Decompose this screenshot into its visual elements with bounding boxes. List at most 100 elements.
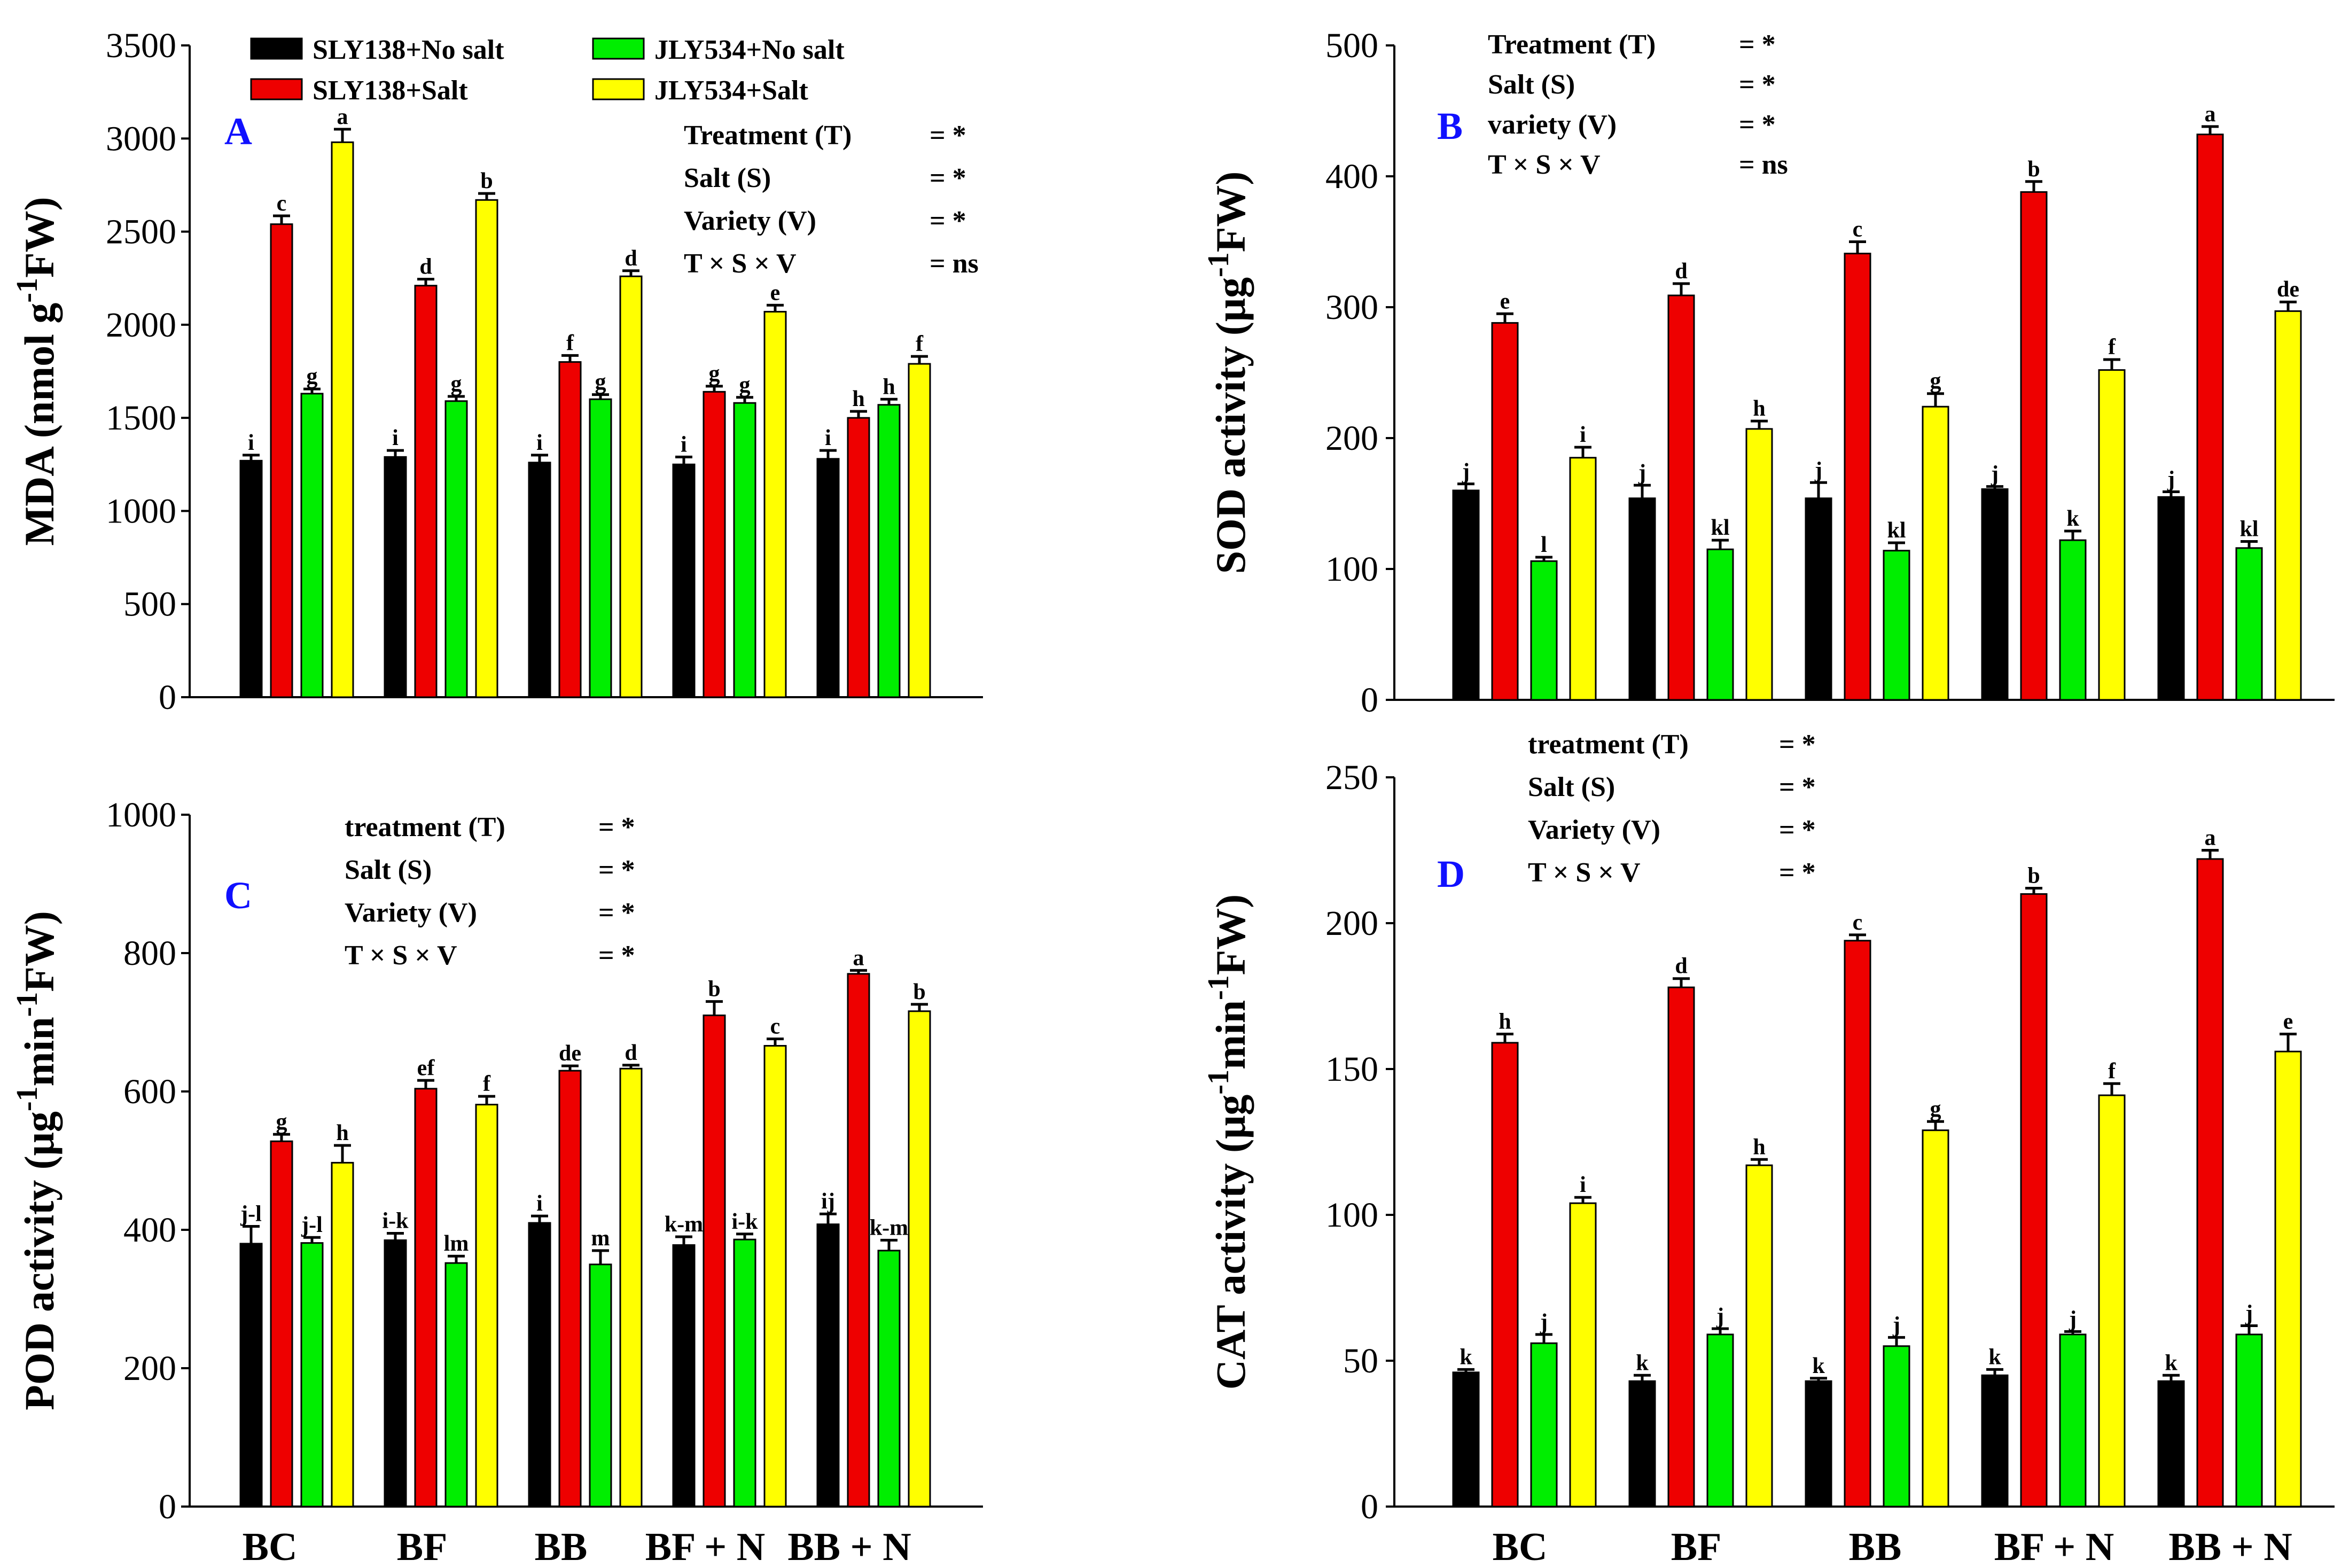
bar-d-2-4 xyxy=(2020,893,2048,1508)
y-tick-label: 2500 xyxy=(106,213,176,252)
stats-term: T × S × V xyxy=(345,940,457,971)
legend-label-sly138-no-salt: SLY138+No salt xyxy=(313,35,504,65)
bar-b-1-2 xyxy=(1628,497,1656,701)
bar-b-3-4 xyxy=(2059,539,2087,701)
bar-b-3-5 xyxy=(2235,547,2263,701)
bar-c-3-3 xyxy=(589,1263,612,1508)
bar-c-1-3 xyxy=(528,1222,551,1508)
panel-label-b: B xyxy=(1437,105,1463,147)
bar-d-2-5 xyxy=(2196,858,2224,1508)
stats-term: Treatment (T) xyxy=(1488,29,1656,60)
significance-letter: h xyxy=(1753,396,1765,421)
y-tick-label: 1000 xyxy=(106,795,176,834)
legend-swatch-jly534-no-salt xyxy=(592,37,645,60)
significance-letter: g xyxy=(709,362,720,386)
stats-term: Variety (V) xyxy=(1528,815,1660,845)
panel-label-d: D xyxy=(1437,853,1465,895)
bar-b-1-5 xyxy=(2157,496,2185,701)
stats-term: T × S × V xyxy=(684,248,797,279)
significance-letter: g xyxy=(307,364,318,389)
bar-b-2-5 xyxy=(2196,134,2224,701)
y-axis-title-part: FW) xyxy=(1207,171,1254,253)
significance-letter: k-m xyxy=(870,1215,908,1240)
significance-letter: j xyxy=(1638,461,1646,485)
bar-a-4-3 xyxy=(619,275,643,698)
significance-letter: i-k xyxy=(731,1210,758,1234)
significance-letter: c xyxy=(277,191,287,216)
stats-value: = * xyxy=(1779,729,1816,760)
y-axis-title-superscript: -1 xyxy=(11,278,44,303)
stats-term: treatment (T) xyxy=(345,812,505,842)
bar-c-2-2 xyxy=(414,1088,438,1508)
y-tick-label: 400 xyxy=(1325,157,1378,196)
bar-d-3-2 xyxy=(1706,1333,1734,1508)
significance-letter: c xyxy=(1853,217,1863,242)
bar-b-4-1 xyxy=(1569,457,1597,701)
stats-value: = * xyxy=(598,855,635,885)
bar-a-2-1 xyxy=(270,223,293,698)
bar-d-1-4 xyxy=(1981,1374,2009,1508)
bar-a-4-5 xyxy=(908,363,931,698)
significance-letter: lm xyxy=(444,1231,469,1256)
y-axis-title-superscript: -1 xyxy=(1202,975,1235,1000)
bar-c-4-2 xyxy=(475,1104,498,1508)
bar-a-1-4 xyxy=(672,463,696,698)
significance-letter: k-m xyxy=(665,1212,703,1237)
bar-c-2-3 xyxy=(558,1070,582,1508)
significance-letter: d xyxy=(419,254,432,279)
bar-d-4-1 xyxy=(1569,1202,1597,1508)
significance-letter: g xyxy=(739,373,751,397)
significance-letter: kl xyxy=(1711,516,1729,540)
bar-d-3-3 xyxy=(1883,1345,1910,1508)
significance-letter: j-l xyxy=(301,1213,323,1237)
bar-b-4-3 xyxy=(1922,405,1949,701)
significance-letter: k xyxy=(1988,1345,2001,1369)
legend-swatch-sly138-salt xyxy=(250,78,303,100)
significance-letter: j xyxy=(2167,467,2175,492)
significance-letter: h xyxy=(336,1121,348,1145)
bar-a-4-4 xyxy=(763,310,787,698)
x-category-label: BB + N xyxy=(787,1525,911,1568)
y-axis-title-superscript: -1 xyxy=(11,1086,44,1111)
y-tick-label: 0 xyxy=(159,1487,176,1526)
bar-c-3-1 xyxy=(300,1242,324,1508)
panel-label-c: C xyxy=(224,874,252,917)
bar-b-4-2 xyxy=(1745,428,1773,701)
significance-letter: g xyxy=(1930,1097,1941,1121)
y-axis-title: SOD activity (μg-1FW) xyxy=(1202,171,1254,574)
significance-letter: g xyxy=(1930,369,1941,394)
x-category-label: BF xyxy=(1671,1525,1722,1568)
y-axis-title: POD activity (μg-1min-1FW) xyxy=(11,911,63,1410)
y-tick-label: 200 xyxy=(123,1349,176,1388)
significance-letter: f xyxy=(483,1072,491,1096)
bar-d-1-5 xyxy=(2157,1380,2185,1508)
significance-letter: h xyxy=(1753,1135,1765,1159)
significance-letter: a xyxy=(2205,102,2216,127)
y-tick-label: 0 xyxy=(159,678,176,717)
bar-c-2-1 xyxy=(270,1140,293,1508)
significance-letter: k xyxy=(1460,1345,1472,1369)
bar-a-3-5 xyxy=(877,404,901,698)
y-tick-label: 1000 xyxy=(106,492,176,531)
bar-d-4-5 xyxy=(2274,1050,2302,1508)
significance-letter: i xyxy=(681,432,687,457)
bar-a-2-4 xyxy=(703,391,726,698)
significance-letter: i xyxy=(536,1191,543,1216)
significance-letter: j-l xyxy=(240,1202,262,1227)
y-tick-label: 0 xyxy=(1361,681,1378,720)
x-category-label: BB xyxy=(535,1525,588,1568)
x-category-label: BB xyxy=(1849,1525,1902,1568)
significance-letter: h xyxy=(883,375,895,399)
stats-term: T × S × V xyxy=(1488,150,1601,180)
bar-a-3-4 xyxy=(733,402,756,698)
bar-c-3-4 xyxy=(733,1238,756,1508)
bar-b-2-1 xyxy=(1491,322,1519,701)
bar-c-4-3 xyxy=(619,1067,643,1508)
stats-value: = * xyxy=(1739,110,1776,140)
significance-letter: j xyxy=(1540,1310,1548,1335)
bar-a-2-2 xyxy=(414,285,438,698)
significance-letter: b xyxy=(913,980,925,1004)
y-tick-label: 500 xyxy=(123,585,176,624)
bar-a-1-1 xyxy=(239,459,263,698)
